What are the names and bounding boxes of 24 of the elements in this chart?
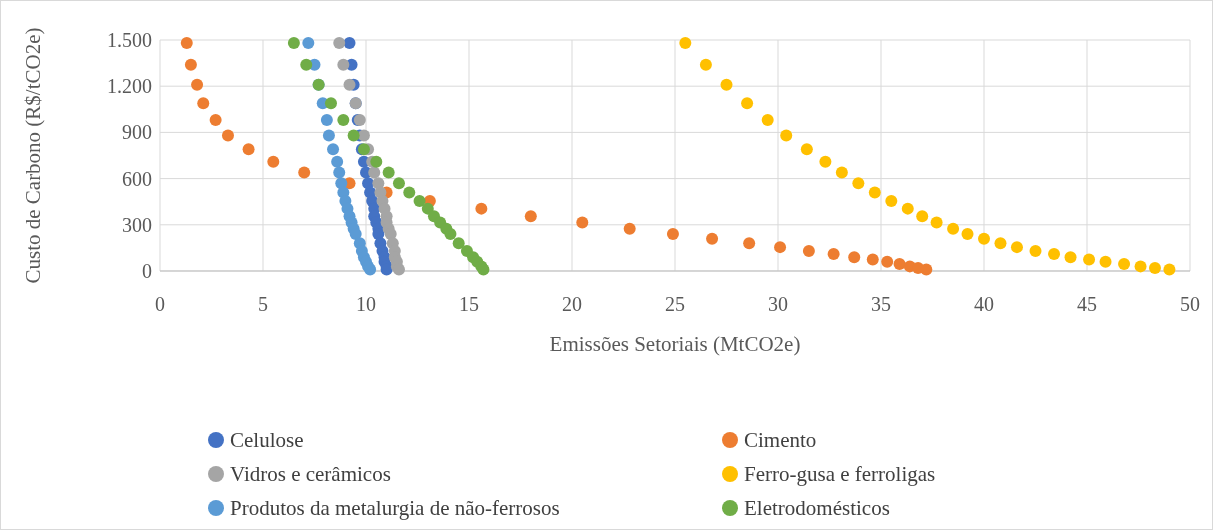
y-tick-label: 600	[122, 167, 152, 190]
legend-label: Cimento	[744, 428, 817, 453]
x-tick-label: 25	[665, 293, 685, 315]
legend-label: Ferro-gusa e ferroligas	[744, 462, 936, 487]
x-tick-label: 35	[871, 293, 891, 315]
y-tick-label: 900	[122, 121, 152, 144]
legend-label: Vidros e cerâmicos	[230, 462, 391, 487]
x-tick-label: 30	[768, 293, 788, 315]
legend-label: Eletrodomésticos	[744, 496, 890, 521]
x-tick-label: 20	[562, 293, 582, 315]
y-tick-label: 0	[142, 260, 152, 282]
legend-label: Produtos da metalurgia de não-ferrosos	[230, 496, 560, 521]
x-tick-label: 40	[974, 293, 994, 315]
x-tick-label: 50	[1180, 293, 1200, 315]
x-axis-title: Emissões Setoriais (MtCO2e)	[549, 332, 801, 356]
x-tick-label: 45	[1077, 293, 1097, 315]
y-axis-title: Custo de Carbono (R$/tCO2e)	[21, 27, 45, 284]
legend-label: Celulose	[230, 428, 304, 453]
y-tick-label: 1.500	[107, 29, 152, 51]
x-tick-label: 10	[356, 293, 376, 315]
y-tick-label: 1.200	[107, 75, 152, 98]
x-tick-label: 5	[258, 293, 268, 315]
x-tick-label: 15	[459, 293, 479, 315]
y-tick-label: 300	[122, 213, 152, 236]
